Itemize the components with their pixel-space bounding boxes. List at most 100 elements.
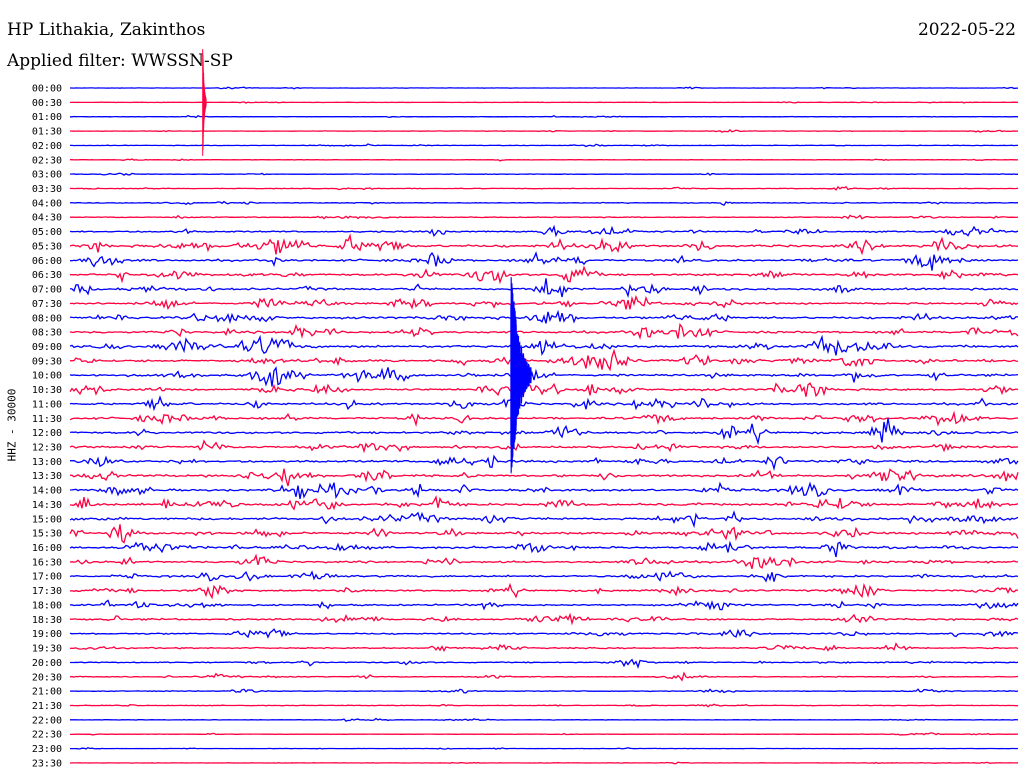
trace-row xyxy=(69,642,1019,652)
hour-labels: 00:00 00:30 01:00 01:30 02:00 02:30 03:00 03:30… xyxy=(32,84,62,770)
hour-label: 11:00 xyxy=(32,399,62,410)
hour-label: 08:30 xyxy=(32,328,62,339)
trace-row xyxy=(69,294,1019,311)
hour-label: 04:00 xyxy=(32,198,62,209)
hour-label: 16:00 xyxy=(32,543,62,554)
date-label: 2022-05-22 xyxy=(917,20,1016,40)
trace-row xyxy=(70,658,1019,670)
trace-row xyxy=(70,746,1019,750)
trace-row xyxy=(69,129,1019,133)
hour-label: 20:30 xyxy=(32,672,62,683)
event-waveform xyxy=(510,277,532,474)
trace-row xyxy=(70,86,1019,90)
trace-row xyxy=(69,172,1018,176)
trace-row xyxy=(69,582,1019,600)
trace-row xyxy=(69,481,1019,500)
hour-label: 14:30 xyxy=(32,500,62,511)
hour-label: 13:00 xyxy=(32,457,62,468)
hour-label: 07:00 xyxy=(32,285,62,296)
trace-row xyxy=(69,200,1019,207)
hour-label: 03:00 xyxy=(32,170,62,181)
hour-label: 02:30 xyxy=(32,155,62,166)
trace-row xyxy=(69,366,1019,387)
hour-label: 19:00 xyxy=(32,629,62,640)
trace-row xyxy=(69,468,1019,487)
hour-label: 01:00 xyxy=(32,112,62,123)
hour-label: 21:00 xyxy=(32,687,62,698)
hour-label: 23:00 xyxy=(32,744,62,755)
hour-label: 20:00 xyxy=(32,658,62,669)
trace-row xyxy=(69,599,1019,611)
earthquake-event xyxy=(510,277,532,474)
hour-label: 08:00 xyxy=(32,313,62,324)
trace-row xyxy=(69,251,1019,271)
trace-row xyxy=(70,717,1019,722)
trace-row xyxy=(70,732,1019,736)
hour-label: 23:30 xyxy=(32,758,62,769)
hour-label: 05:30 xyxy=(32,241,62,252)
hour-label: 09:30 xyxy=(32,356,62,367)
hour-label: 11:30 xyxy=(32,414,62,425)
trace-row xyxy=(69,395,1019,412)
trace-row xyxy=(69,185,1019,191)
trace-row xyxy=(69,570,1019,583)
hour-label: 18:30 xyxy=(32,615,62,626)
trace-row xyxy=(69,382,1019,398)
trace-row xyxy=(69,688,1019,694)
event-waveform xyxy=(202,49,207,156)
hour-label: 06:30 xyxy=(32,270,62,281)
trace-row xyxy=(69,510,1019,529)
trace-row xyxy=(70,671,1019,682)
seismic-traces xyxy=(69,86,1019,765)
hour-label: 07:30 xyxy=(32,299,62,310)
trace-row xyxy=(70,101,1018,104)
hour-label: 06:00 xyxy=(32,256,62,267)
hour-label: 09:00 xyxy=(32,342,62,353)
trace-row xyxy=(69,540,1019,558)
trace-row xyxy=(69,278,1019,299)
trace-row xyxy=(69,703,1019,708)
hour-label: 19:30 xyxy=(32,644,62,655)
earthquake-event xyxy=(202,49,207,156)
event-markers xyxy=(202,49,532,474)
station-title: HP Lithakia, Zakinthos xyxy=(7,20,206,40)
hour-label: 10:30 xyxy=(32,385,62,396)
hour-label: 22:00 xyxy=(32,715,62,726)
trace-row xyxy=(69,553,1018,569)
trace-row xyxy=(69,224,1019,238)
hour-label: 00:00 xyxy=(32,84,62,95)
hour-label: 17:00 xyxy=(32,572,62,583)
hour-label: 17:30 xyxy=(32,586,62,597)
hour-label: 12:30 xyxy=(32,443,62,454)
trace-row xyxy=(70,114,1019,119)
hour-label: 03:30 xyxy=(32,184,62,195)
trace-row xyxy=(70,612,1019,626)
trace-row xyxy=(69,628,1019,639)
hour-label: 04:30 xyxy=(32,213,62,224)
trace-row xyxy=(69,418,1019,446)
hour-label: 15:00 xyxy=(32,514,62,525)
trace-row xyxy=(69,322,1019,340)
hour-label: 01:30 xyxy=(32,127,62,138)
trace-row xyxy=(69,309,1019,325)
trace-row xyxy=(69,348,1019,372)
trace-row xyxy=(69,233,1019,256)
hour-label: 14:00 xyxy=(32,486,62,497)
trace-row xyxy=(70,143,1018,148)
trace-row xyxy=(69,761,1019,765)
hour-label: 22:30 xyxy=(32,730,62,741)
trace-row xyxy=(69,410,1019,427)
hour-label: 16:30 xyxy=(32,557,62,568)
trace-row xyxy=(69,439,1019,454)
hour-label: 13:30 xyxy=(32,471,62,482)
hour-label: 10:00 xyxy=(32,371,62,382)
hour-label: 15:30 xyxy=(32,529,62,540)
trace-row xyxy=(69,495,1019,511)
filter-label: Applied filter: WWSSN-SP xyxy=(7,51,233,71)
hour-label: 12:00 xyxy=(32,428,62,439)
trace-row xyxy=(69,524,1019,544)
hour-label: 02:00 xyxy=(32,141,62,152)
trace-row xyxy=(70,214,1019,220)
hour-label: 00:30 xyxy=(32,98,62,109)
